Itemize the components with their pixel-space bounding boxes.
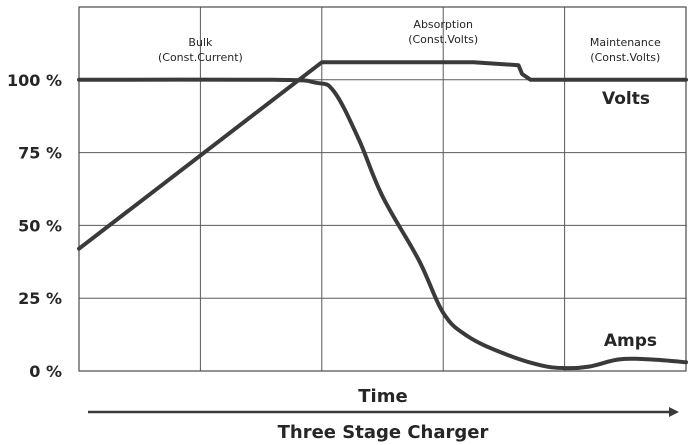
y-tick-label: 50 % <box>18 216 62 235</box>
series-label-volts: Volts <box>602 89 650 109</box>
stage-labels: Bulk (Const.Current) Absorption (Const.Volt… <box>158 18 661 64</box>
series-label-amps: Amps <box>604 331 657 351</box>
x-axis-label: Time <box>358 386 407 407</box>
y-tick-label: 100 % <box>7 71 62 90</box>
stage-label: Bulk (Const.Current) <box>158 36 243 64</box>
series-line-volts <box>77 60 688 251</box>
gridlines <box>79 7 686 371</box>
series-lines <box>77 60 688 371</box>
y-tick-label: 25 % <box>18 289 62 308</box>
stage-label: Absorption (Const.Volts) <box>408 18 478 46</box>
chart-title: Three Stage Charger <box>278 422 489 443</box>
y-tick-label: 75 % <box>18 144 62 163</box>
series-labels: Volts Amps <box>602 89 657 351</box>
stage-label: Maintenance (Const.Volts) <box>590 36 661 64</box>
y-tick-label: 0 % <box>29 362 62 381</box>
series-line-amps <box>77 77 688 371</box>
y-axis-ticks: 0 % 25 % 50 % 75 % 100 % <box>7 71 62 381</box>
plot-frame <box>78 6 687 372</box>
